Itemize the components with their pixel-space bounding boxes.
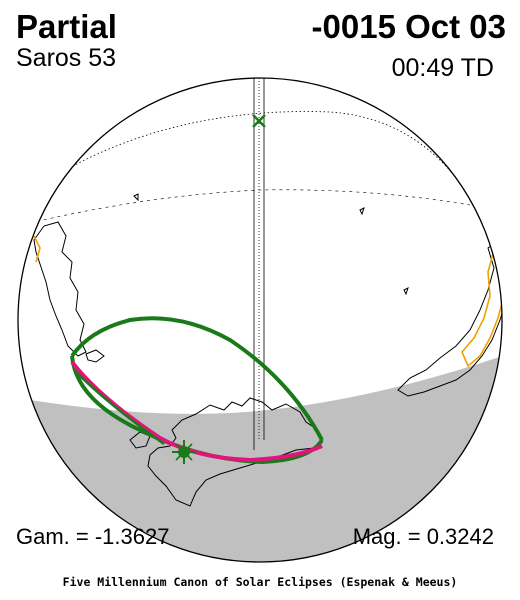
- coastline-antarctic-peninsula: [129, 431, 151, 449]
- island: [359, 207, 365, 216]
- coastline-antarctica: [147, 397, 323, 507]
- gamma-label: Gam. = -1.3627: [16, 524, 170, 549]
- x-marker-icon: [252, 114, 266, 128]
- eclipse-type-label: Partial: [16, 8, 117, 45]
- coastline-south-america: [33, 221, 87, 357]
- max-eclipse-rise-set-curve-edge: [75, 371, 165, 446]
- island: [133, 193, 139, 202]
- highlighted-coast: [33, 235, 41, 263]
- island: [196, 60, 200, 66]
- island: [18, 257, 25, 267]
- sun-marker-icon: [172, 440, 196, 464]
- coastline-australia: [397, 239, 502, 397]
- equator-dashed-line: [29, 189, 471, 224]
- coastline-tierra-del-fuego: [85, 349, 105, 363]
- magnitude-label: Mag. = 0.3242: [352, 524, 494, 549]
- eclipse-northern-limit: [70, 316, 324, 441]
- time-label: 00:49 TD: [391, 54, 494, 82]
- island: [403, 287, 409, 296]
- saros-label: Saros 53: [16, 44, 117, 72]
- highlighted-coast: [461, 227, 502, 368]
- globe-outline: [17, 77, 503, 563]
- footer-credit: Five Millennium Canon of Solar Eclipses …: [62, 575, 458, 589]
- eclipse-date-label: -0015 Oct 03: [311, 8, 506, 45]
